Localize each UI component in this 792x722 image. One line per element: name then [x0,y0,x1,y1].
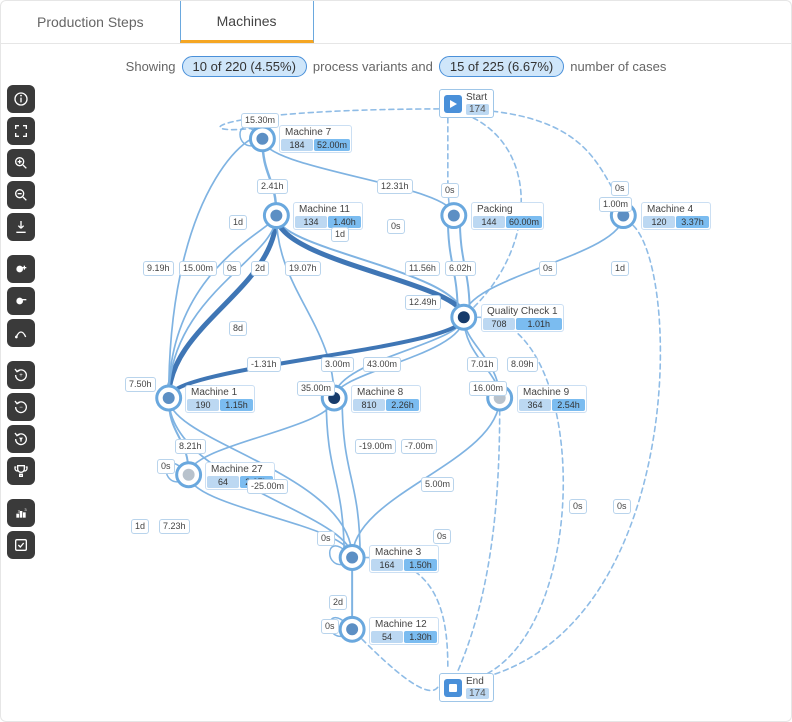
edge-label-10: 15.00m [179,261,217,276]
edge-label-3: 0s [441,183,459,198]
path-icon[interactable] [7,319,35,347]
edge-label-29: 0s [157,459,175,474]
end-node[interactable]: End174 [439,673,494,702]
cycle-add-icon[interactable]: + [7,361,35,389]
edge-label-28: 8.21h [175,439,206,454]
node-m4[interactable]: Machine 41203.37h [641,202,711,230]
fullscreen-icon[interactable] [7,117,35,145]
edge-label-17: 1d [611,261,629,276]
tab-production-steps[interactable]: Production Steps [1,1,180,43]
rank-icon[interactable]: 23 [7,499,35,527]
edge-label-37: 0s [433,529,451,544]
edge-label-22: 43.00m [363,357,401,372]
edge-label-32: -7.00m [401,439,437,454]
node-m3[interactable]: Machine 31641.50h [369,545,439,573]
edge-label-35: 7.23h [159,519,190,534]
edge-label-41: 0s [613,499,631,514]
toolbar: + − 23 [7,85,35,559]
remove-node-icon[interactable] [7,287,35,315]
edge-label-34: 1d [131,519,149,534]
edge-label-1: 2.41h [257,179,288,194]
node-qc[interactable]: Quality Check 17081.01h [481,304,564,332]
node-m11[interactable]: Machine 111341.40h [293,202,363,230]
trophy-icon[interactable] [7,457,35,485]
edge-label-13: 19.07h [285,261,321,276]
edge-label-39: 0s [321,619,339,634]
edge-label-26: 16.00m [469,381,507,396]
process-graph[interactable]: Start174 End174 Machine 718452.00m Machine … [1,69,791,721]
node-m1[interactable]: Machine 11901.15h [185,385,255,413]
edge-label-27: 7.50h [125,377,156,392]
node-m7[interactable]: Machine 718452.00m [279,125,352,153]
edge-label-12: 2d [251,261,269,276]
edge-label-30: -25.00m [247,479,288,494]
zoom-out-icon[interactable] [7,181,35,209]
edge-label-5: 1.00m [599,197,632,212]
download-svg-icon[interactable] [7,213,35,241]
cycle-remove-icon[interactable]: − [7,393,35,421]
node-m8[interactable]: Machine 88102.26h [351,385,421,413]
select-icon[interactable] [7,531,35,559]
edge-label-36: 0s [317,531,335,546]
edge-label-15: 6.02h [445,261,476,276]
edge-label-33: 5.00m [421,477,454,492]
cycle-filter-icon[interactable] [7,425,35,453]
edge-label-25: 35.00m [297,381,335,396]
edge-label-21: 3.00m [321,357,354,372]
edge-label-24: 8.09h [507,357,538,372]
edge-label-20: -1.31h [247,357,281,372]
zoom-in-icon[interactable] [7,149,35,177]
tab-machines[interactable]: Machines [180,0,314,43]
edge-label-8: 0s [387,219,405,234]
add-node-icon[interactable] [7,255,35,283]
svg-text:3: 3 [24,507,27,512]
edge-label-19: 8d [229,321,247,336]
edge-label-31: -19.00m [355,439,396,454]
edge-label-16: 0s [539,261,557,276]
edge-label-2: 12.31h [377,179,413,194]
node-m12[interactable]: Machine 12541.30h [369,617,439,645]
edge-label-9: 9.19h [143,261,174,276]
edge-label-4: 0s [611,181,629,196]
start-node[interactable]: Start174 [439,89,494,118]
edge-label-0: 15.30m [241,113,279,128]
edge-label-11: 0s [223,261,241,276]
svg-text:−: − [19,405,23,411]
node-pack[interactable]: Packing14460.00m [471,202,544,230]
edge-label-23: 7.01h [467,357,498,372]
edge-label-38: 2d [329,595,347,610]
edge-label-6: 1d [229,215,247,230]
edge-label-18: 12.49h [405,295,441,310]
tabs: Production Steps Machines [1,1,791,44]
svg-text:+: + [19,373,23,379]
edge-label-40: 0s [569,499,587,514]
node-m9[interactable]: Machine 93642.54h [517,385,587,413]
info-icon[interactable] [7,85,35,113]
edge-label-7: 1d [331,227,349,242]
edge-label-14: 11.56h [405,261,440,276]
